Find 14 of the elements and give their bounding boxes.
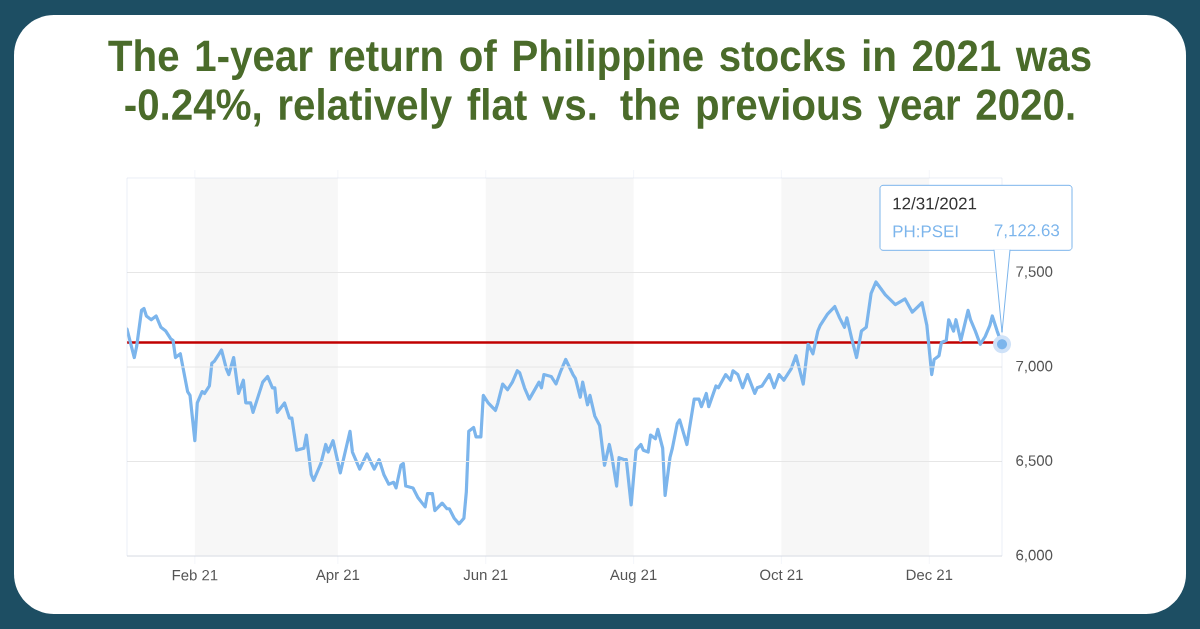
x-tick-label: Aug 21 <box>609 569 657 584</box>
text: PH:PSEI <box>893 225 958 238</box>
x-tick-label: Apr 21 <box>315 569 360 584</box>
annotation: 12/31/2021 <box>893 197 977 210</box>
x-tick-label: Feb 21 <box>172 569 218 581</box>
x-tick-label: Oct 21 <box>760 569 803 581</box>
annotation: 7,122.63 <box>994 224 1060 239</box>
y-tick-label: 7,500 <box>1016 266 1053 279</box>
x-tick-label: Jun 21 <box>463 569 508 581</box>
y-tick-label: 7,000 <box>1016 360 1053 374</box>
chart-title: The 1-year return of Philippine stocks in 2021 was -0.24%, relatively flat vs. the previous year 2020. <box>108 39 1091 129</box>
x-tick-label: Dec 21 <box>906 569 953 581</box>
y-tick-label: 6,500 <box>1016 455 1053 468</box>
y-tick-label: 6,000 <box>1016 549 1053 563</box>
